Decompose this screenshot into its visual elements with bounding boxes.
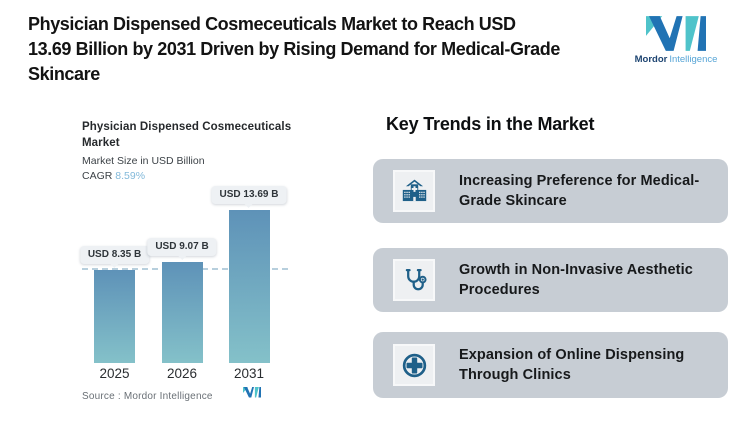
logo-word-secondary: Intelligence <box>669 54 718 65</box>
key-trends-heading: Key Trends in the Market <box>386 114 595 134</box>
x-axis-label: 2025 <box>99 366 130 381</box>
chart-title-line: Physician Dispensed Cosmeceuticals <box>82 121 292 133</box>
page-title: Physician Dispensed Cosmeceuticals Marke… <box>28 12 560 87</box>
chart-cagr: CAGR 8.59% <box>82 170 145 182</box>
hospital-icon <box>393 170 435 212</box>
mordor-intelligence-logo: Mordor Intelligence <box>628 16 724 65</box>
bar-2026 <box>161 262 203 363</box>
mordor-logo-wordmark: Mordor Intelligence <box>628 54 724 65</box>
x-axis-label: 2031 <box>233 366 265 381</box>
trend-card-aesthetic-procedures: Growth in Non-Invasive Aesthetic Procedu… <box>373 248 728 312</box>
mordor-logo-mark-small-icon <box>243 387 261 398</box>
chart-title-line: Market <box>82 136 120 149</box>
bar-value-badge: USD 8.35 B <box>79 246 150 264</box>
trend-card-label: Increasing Preference for Medical- Grade… <box>459 172 700 210</box>
chart-subtitle: Market Size in USD Billion <box>82 155 205 167</box>
bar-value-badge: USD 9.07 B <box>147 238 217 256</box>
trend-card-medical-grade-skincare: Increasing Preference for Medical- Grade… <box>373 159 728 223</box>
trend-card-online-dispensing: Expansion of Online Dispensing Through C… <box>373 332 728 398</box>
trend-card-label: Expansion of Online Dispensing Through C… <box>459 346 685 384</box>
x-axis-label: 2026 <box>166 366 198 381</box>
cagr-value: 8.59% <box>115 170 146 182</box>
medical-cross-icon <box>393 344 435 386</box>
bar-value-badge: USD 13.69 B <box>211 186 287 204</box>
stethoscope-icon <box>393 259 435 301</box>
chart-source: Source : Mordor Intelligence <box>82 391 213 402</box>
bar-2031 <box>228 210 270 363</box>
mordor-logo-mark-icon <box>646 16 706 51</box>
cagr-label: CAGR <box>82 170 113 182</box>
bar-2025 <box>94 270 135 363</box>
page-title-line: Skincare <box>28 64 100 84</box>
chart-title: Physician Dispensed Cosmeceuticals Marke… <box>82 120 291 151</box>
page-title-line: Physician Dispensed Cosmeceuticals Marke… <box>28 14 516 34</box>
logo-word-primary: Mordor <box>634 54 668 65</box>
page-title-line: 13.69 Billion by 2031 Driven by Rising D… <box>28 39 560 59</box>
trend-card-label: Growth in Non-Invasive Aesthetic Procedu… <box>459 261 693 299</box>
